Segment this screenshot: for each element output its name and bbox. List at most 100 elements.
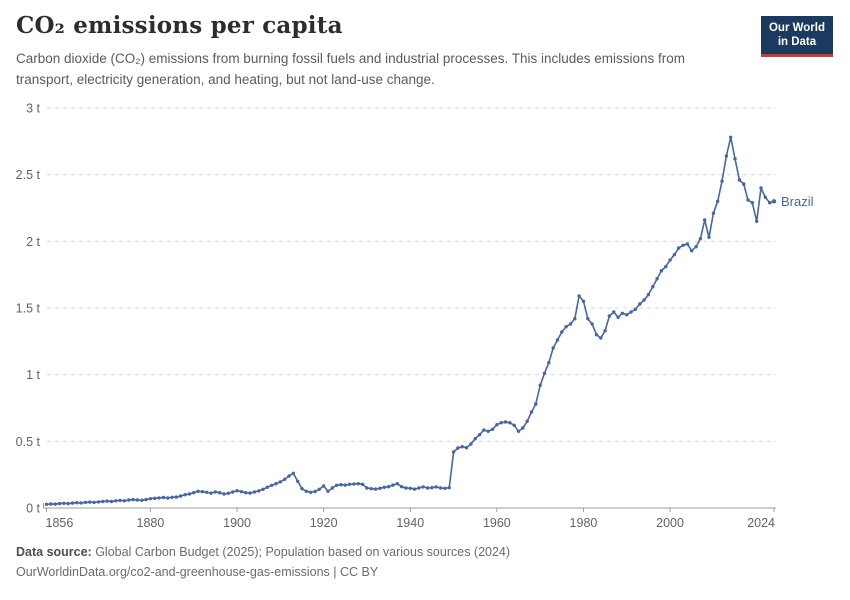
data-point bbox=[88, 500, 92, 504]
data-point bbox=[101, 499, 105, 504]
x-axis-tick-label: 1980 bbox=[570, 516, 598, 530]
data-point bbox=[573, 317, 577, 321]
data-point bbox=[257, 489, 261, 493]
data-point bbox=[179, 494, 183, 498]
x-axis-tick-label: 2024 bbox=[747, 516, 775, 530]
data-point bbox=[742, 182, 746, 186]
data-point bbox=[456, 446, 460, 450]
data-point bbox=[352, 482, 356, 486]
data-point bbox=[690, 249, 694, 253]
data-point bbox=[360, 482, 365, 486]
data-point bbox=[330, 486, 334, 490]
y-axis-tick-label: 1.5 t bbox=[16, 302, 41, 316]
data-point bbox=[239, 490, 244, 494]
data-point bbox=[542, 371, 547, 375]
data-point bbox=[213, 490, 218, 494]
data-point bbox=[638, 302, 642, 306]
data-point bbox=[287, 474, 291, 478]
data-point bbox=[763, 195, 767, 199]
data-point bbox=[529, 410, 534, 414]
license-line: OurWorldinData.org/co2-and-greenhouse-ga… bbox=[16, 565, 379, 580]
data-point bbox=[321, 484, 326, 488]
data-point bbox=[334, 483, 339, 487]
data-point bbox=[421, 485, 425, 489]
data-point bbox=[235, 489, 239, 493]
data-source-text: Global Carbon Budget (2025); Population … bbox=[91, 544, 511, 559]
data-point bbox=[131, 497, 135, 502]
data-point bbox=[521, 426, 525, 430]
data-point bbox=[477, 433, 482, 437]
data-point bbox=[430, 486, 434, 490]
data-point bbox=[135, 498, 140, 502]
data-point bbox=[109, 499, 114, 504]
data-point bbox=[118, 498, 122, 503]
series-line bbox=[45, 136, 775, 506]
data-point bbox=[270, 483, 274, 487]
data-point bbox=[296, 479, 300, 483]
data-point bbox=[309, 490, 313, 494]
data-point bbox=[625, 313, 629, 317]
data-point bbox=[252, 490, 257, 494]
data-point bbox=[473, 437, 477, 441]
x-axis-tick-label: 1920 bbox=[310, 516, 338, 530]
data-point bbox=[404, 486, 408, 490]
data-point bbox=[525, 419, 529, 423]
data-point bbox=[724, 154, 729, 158]
data-point bbox=[664, 265, 668, 269]
x-axis-tick-label: 2000 bbox=[656, 516, 684, 530]
data-point bbox=[391, 483, 395, 487]
data-point bbox=[698, 237, 703, 241]
data-point bbox=[633, 307, 638, 311]
data-point bbox=[166, 496, 170, 500]
data-point bbox=[92, 500, 96, 505]
data-point bbox=[96, 500, 101, 504]
x-axis-tick-label: 1856 bbox=[46, 516, 74, 530]
data-point bbox=[659, 269, 664, 273]
data-point bbox=[425, 486, 430, 490]
data-point bbox=[343, 483, 347, 487]
data-point bbox=[612, 310, 616, 314]
data-point bbox=[443, 486, 447, 490]
data-point bbox=[49, 502, 53, 506]
data-point bbox=[66, 501, 70, 506]
data-point bbox=[114, 499, 118, 503]
data-point bbox=[460, 445, 464, 449]
data-point bbox=[53, 502, 57, 506]
data-point bbox=[378, 486, 382, 490]
data-point bbox=[304, 489, 308, 493]
data-point bbox=[607, 314, 612, 318]
data-point bbox=[677, 246, 681, 250]
data-point bbox=[694, 245, 698, 249]
data-point bbox=[581, 299, 586, 303]
data-point bbox=[209, 491, 213, 495]
data-point bbox=[265, 485, 269, 489]
data-point bbox=[75, 501, 79, 505]
data-point bbox=[447, 486, 451, 490]
y-axis-tick-label: 2.5 t bbox=[16, 168, 41, 182]
data-point bbox=[482, 428, 486, 432]
data-point bbox=[417, 486, 421, 490]
data-point bbox=[464, 446, 469, 450]
data-point bbox=[568, 322, 573, 326]
data-point bbox=[127, 498, 131, 502]
x-axis-tick-label: 1940 bbox=[396, 516, 424, 530]
data-point bbox=[153, 496, 157, 500]
data-point bbox=[586, 317, 590, 321]
series-entity-label: Brazil bbox=[781, 194, 814, 209]
owid-logo: Our World in Data bbox=[760, 16, 833, 57]
data-point bbox=[434, 485, 438, 489]
x-axis-tick-label: 1900 bbox=[223, 516, 251, 530]
y-axis-tick-label: 3 t bbox=[26, 102, 40, 116]
data-point bbox=[469, 442, 473, 446]
data-point bbox=[196, 489, 200, 493]
data-point bbox=[516, 429, 521, 433]
data-point bbox=[170, 495, 174, 499]
data-point bbox=[711, 211, 716, 215]
data-point bbox=[594, 333, 599, 337]
data-point bbox=[347, 482, 352, 486]
chart-header: CO₂ emissions per capita Carbon dioxide … bbox=[16, 12, 756, 91]
chart-footer: Data source: Global Carbon Budget (2025)… bbox=[16, 542, 510, 583]
data-point bbox=[79, 501, 83, 505]
data-point bbox=[183, 493, 187, 497]
